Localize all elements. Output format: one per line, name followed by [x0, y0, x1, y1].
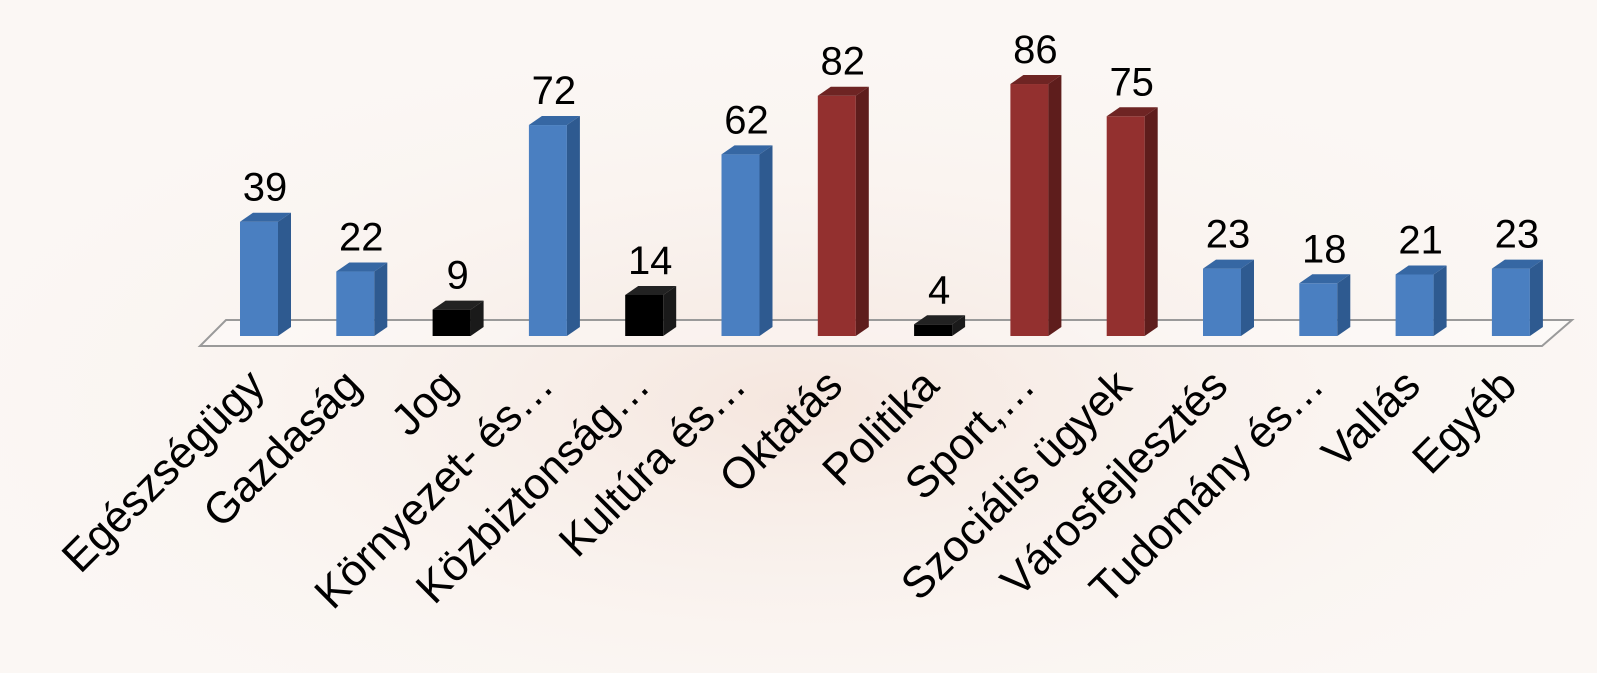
value-label-11: 23 — [1206, 213, 1251, 257]
bar-side — [1529, 259, 1543, 336]
bar-front — [914, 324, 953, 336]
bar-side — [1337, 274, 1351, 336]
bar-4 — [528, 116, 580, 336]
value-label-5: 14 — [628, 239, 673, 283]
bar-1 — [240, 212, 291, 336]
bar-5 — [625, 285, 677, 336]
bar-side — [663, 285, 677, 336]
bar-side — [855, 86, 869, 337]
value-label-3: 9 — [446, 254, 468, 298]
bar-side — [952, 315, 966, 336]
bar-10 — [1106, 107, 1158, 336]
bar-side — [1241, 259, 1254, 336]
bar-front — [240, 221, 278, 336]
bar-14 — [1491, 259, 1543, 336]
bar-side — [1144, 107, 1158, 336]
bar-top — [1203, 259, 1254, 269]
bar-side — [374, 262, 388, 336]
bar-front — [817, 95, 856, 337]
bar-top — [1491, 259, 1543, 269]
bar-front — [1203, 268, 1241, 336]
value-label-8: 4 — [928, 268, 950, 312]
bar-top — [914, 315, 966, 325]
value-label-12: 18 — [1302, 227, 1347, 271]
bar-top — [817, 86, 869, 96]
bar-side — [566, 116, 580, 336]
bar-9 — [1010, 75, 1062, 337]
bar-front — [1106, 116, 1145, 336]
bar-side — [278, 212, 291, 336]
bar-top — [528, 116, 580, 126]
bar-top — [721, 145, 773, 155]
bar-side — [1433, 265, 1447, 336]
chart-floor — [197, 319, 1575, 347]
bar-13 — [1395, 265, 1447, 336]
value-label-9: 86 — [1013, 28, 1058, 72]
bar-front — [1010, 84, 1049, 337]
value-label-2: 22 — [339, 216, 384, 260]
bar-front — [625, 294, 664, 336]
value-label-6: 62 — [724, 98, 769, 142]
bar-side — [1048, 75, 1062, 337]
bar-top — [1395, 265, 1447, 275]
bar-side — [470, 300, 484, 336]
bar-top — [432, 300, 484, 310]
value-label-7: 82 — [821, 40, 866, 84]
bar-front — [1491, 268, 1530, 336]
value-label-1: 39 — [243, 166, 288, 210]
bar-11 — [1203, 259, 1254, 336]
bar-top — [240, 212, 291, 222]
bar-top — [625, 285, 677, 295]
value-label-14: 23 — [1495, 213, 1540, 257]
floor-plane — [197, 319, 1575, 347]
bar-3 — [432, 300, 484, 336]
bar-front — [432, 309, 471, 336]
value-labels-group: 39 22 9 72 14 62 82 4 86 75 23 18 21 23 — [243, 28, 1539, 312]
bars-group — [240, 75, 1543, 337]
bar-front — [1395, 274, 1434, 336]
bar-top — [336, 262, 388, 272]
bar-front — [721, 154, 760, 336]
bar-6 — [721, 145, 773, 336]
value-label-13: 21 — [1398, 218, 1443, 262]
bar-front — [336, 271, 375, 336]
value-label-10: 75 — [1109, 60, 1154, 104]
bar-8 — [914, 315, 966, 336]
bar-12 — [1299, 274, 1351, 336]
bar-top — [1299, 274, 1351, 284]
bar-2 — [336, 262, 388, 336]
bar-front — [528, 125, 567, 336]
bar-top — [1106, 107, 1158, 117]
bar-side — [759, 145, 773, 336]
bar-top — [1010, 75, 1062, 85]
bar-front — [1299, 283, 1338, 336]
bar-7 — [817, 86, 869, 337]
value-label-4: 72 — [532, 69, 577, 113]
